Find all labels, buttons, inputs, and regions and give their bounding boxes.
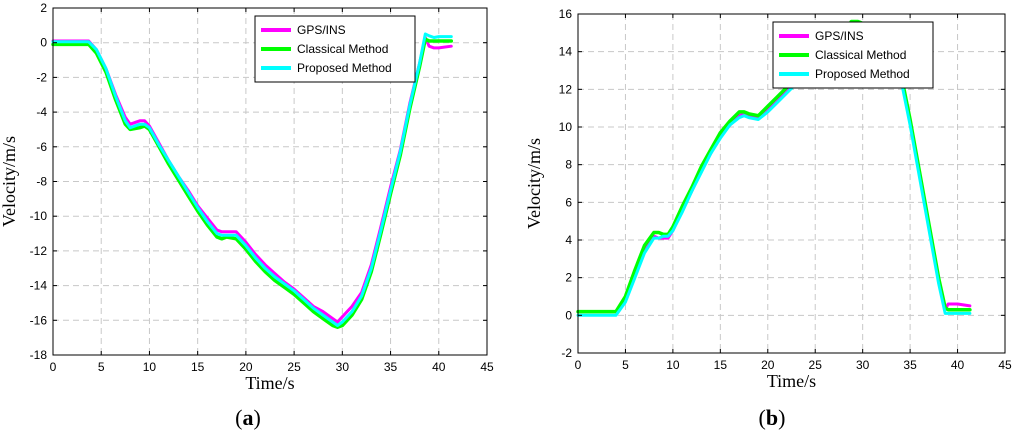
panel-caption: (a) (235, 405, 261, 430)
y-tick-label: -6 (36, 140, 47, 154)
y-axis-label: Velocity/m/s (0, 136, 19, 227)
x-tick-label: 0 (50, 360, 57, 374)
y-tick-label: -14 (30, 279, 48, 293)
chart-panel-b: 0 5 10 15 20 25 30 35 40 45-20246810121416Time/sV… (524, 7, 1012, 430)
y-tick-label: -10 (30, 209, 48, 223)
x-tick-label: 10 (143, 360, 157, 374)
y-tick-label: 0 (565, 308, 572, 322)
y-tick-label: 16 (559, 7, 573, 21)
y-tick-label: -16 (30, 313, 48, 327)
x-tick-label: 0 (575, 358, 582, 372)
chart-panel-a: 0 5 10 15 20 25 30 35 40 45-18-16-14-12-10-8-6-4-… (0, 1, 494, 430)
y-tick-label: -2 (561, 346, 572, 360)
y-tick-label: -4 (36, 105, 47, 119)
x-tick-label: 35 (903, 358, 917, 372)
x-tick-label: 35 (384, 360, 398, 374)
legend-label: Proposed Method (815, 67, 910, 81)
x-axis-label: Time/s (245, 373, 294, 393)
panel-caption: (b) (759, 405, 786, 430)
y-tick-label: -2 (36, 70, 47, 84)
x-tick-label: 40 (951, 358, 965, 372)
x-tick-label: 45 (480, 360, 494, 374)
series-line-proposed-method (576, 23, 972, 317)
x-tick-label: 10 (666, 358, 680, 372)
axes-frame (577, 13, 1006, 354)
y-axis-label: Velocity/m/s (524, 138, 544, 229)
y-tick-label: 2 (565, 271, 572, 285)
y-tick-label: 12 (559, 82, 573, 96)
x-tick-label: 25 (287, 360, 301, 374)
x-tick-label: 45 (998, 358, 1012, 372)
y-tick-label: 0 (40, 36, 47, 50)
x-tick-label: 5 (622, 358, 629, 372)
legend-label: Classical Method (297, 42, 388, 56)
y-tick-label: 8 (565, 158, 572, 172)
x-tick-label: 5 (98, 360, 105, 374)
legend-label: Classical Method (815, 48, 906, 62)
legend-label: Proposed Method (297, 61, 392, 75)
x-tick-label: 30 (336, 360, 350, 374)
x-tick-label: 30 (856, 358, 870, 372)
y-tick-label: -8 (36, 175, 47, 189)
legend-label: GPS/INS (297, 23, 346, 37)
x-tick-label: 20 (239, 360, 253, 374)
y-tick-label: 2 (40, 1, 47, 15)
y-tick-label: 14 (559, 45, 573, 59)
x-tick-label: 15 (714, 358, 728, 372)
y-tick-label: 4 (565, 233, 572, 247)
x-tick-label: 25 (809, 358, 823, 372)
x-tick-label: 40 (432, 360, 446, 374)
y-tick-label: 10 (559, 120, 573, 134)
legend-label: GPS/INS (815, 29, 864, 43)
y-tick-label: -18 (30, 348, 48, 362)
legend: GPS/INS Classical Method Proposed Method (772, 21, 934, 89)
legend: GPS/INS Classical Method Proposed Method (254, 15, 416, 83)
x-axis-label: Time/s (767, 371, 816, 391)
y-tick-label: 6 (565, 195, 572, 209)
series-line-proposed-method (51, 32, 453, 327)
x-tick-label: 20 (761, 358, 775, 372)
x-tick-label: 15 (191, 360, 205, 374)
y-tick-label: -12 (30, 244, 48, 258)
